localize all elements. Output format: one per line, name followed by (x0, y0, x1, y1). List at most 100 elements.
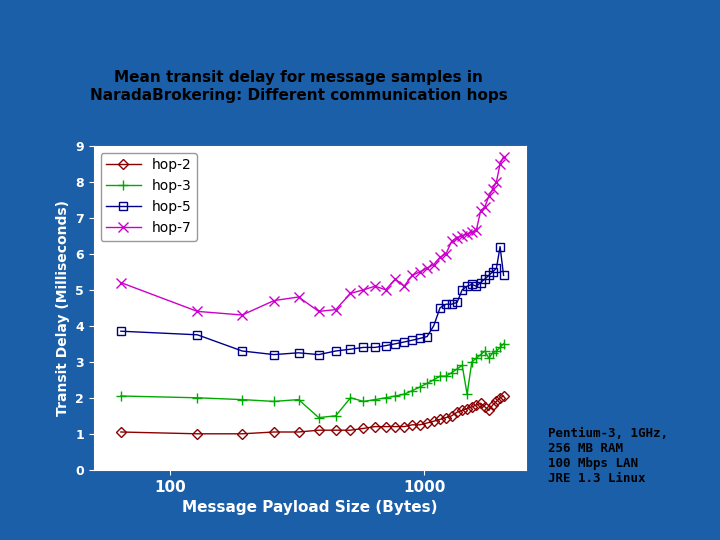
Text: Mean transit delay for message samples in
NaradaBrokering: Different communicati: Mean transit delay for message samples i… (90, 70, 508, 103)
hop-3 (447, 369, 456, 376)
hop-3 (441, 373, 450, 380)
hop-5 (346, 346, 355, 353)
hop-7 (346, 290, 355, 296)
hop-7 (238, 312, 246, 318)
hop-5 (382, 342, 390, 349)
hop-3 (496, 344, 505, 350)
hop-2 (331, 427, 340, 434)
hop-3 (415, 384, 424, 390)
hop-2 (436, 416, 444, 423)
hop-3 (371, 396, 379, 403)
Line: hop-7: hop-7 (116, 152, 508, 320)
hop-2 (453, 409, 462, 415)
hop-5 (371, 344, 379, 350)
Line: hop-5: hop-5 (117, 242, 508, 359)
hop-2 (294, 429, 303, 435)
hop-5 (359, 344, 368, 350)
hop-7 (488, 186, 497, 192)
hop-3 (488, 349, 497, 356)
hop-2 (117, 429, 125, 435)
hop-2 (485, 407, 493, 414)
hop-3 (391, 393, 400, 399)
hop-7 (472, 227, 481, 234)
Y-axis label: Transit Delay (Milliseconds): Transit Delay (Milliseconds) (55, 200, 70, 416)
hop-7 (400, 283, 408, 289)
hop-7 (117, 279, 125, 286)
hop-2 (408, 422, 417, 428)
hop-3 (423, 380, 431, 387)
hop-2 (480, 403, 489, 410)
hop-7 (436, 254, 444, 261)
hop-2 (488, 402, 497, 408)
hop-3 (269, 398, 278, 404)
hop-5 (477, 279, 485, 286)
hop-2 (415, 422, 424, 428)
hop-5 (488, 268, 497, 275)
hop-5 (269, 352, 278, 358)
hop-5 (238, 348, 246, 354)
hop-7 (467, 229, 476, 235)
hop-5 (415, 335, 424, 342)
hop-2 (315, 427, 323, 434)
hop-5 (496, 244, 505, 250)
hop-7 (331, 306, 340, 313)
hop-3 (477, 352, 485, 358)
hop-7 (429, 261, 438, 268)
hop-3 (331, 413, 340, 419)
hop-5 (499, 272, 508, 279)
hop-7 (359, 287, 368, 293)
hop-2 (400, 423, 408, 430)
hop-3 (382, 395, 390, 401)
hop-3 (472, 355, 481, 361)
hop-3 (400, 391, 408, 397)
hop-2 (477, 400, 485, 407)
hop-7 (463, 231, 472, 237)
hop-2 (193, 430, 202, 437)
hop-2 (472, 402, 481, 408)
hop-2 (346, 427, 355, 434)
hop-7 (294, 294, 303, 300)
hop-3 (480, 348, 489, 354)
hop-5 (480, 276, 489, 282)
hop-7 (480, 204, 489, 210)
hop-3 (499, 341, 508, 347)
hop-7 (423, 265, 431, 272)
hop-2 (499, 393, 508, 399)
hop-5 (117, 328, 125, 334)
hop-3 (315, 414, 323, 421)
hop-5 (453, 299, 462, 306)
hop-3 (467, 359, 476, 365)
hop-7 (453, 234, 462, 241)
hop-5 (400, 339, 408, 345)
Line: hop-2: hop-2 (117, 393, 507, 437)
hop-3 (458, 362, 467, 369)
Line: hop-3: hop-3 (116, 339, 508, 422)
hop-7 (193, 308, 202, 315)
hop-5 (472, 283, 481, 289)
hop-2 (269, 429, 278, 435)
Text: Pentium-3, 1GHz,
256 MB RAM
100 Mbps LAN
JRE 1.3 Linux: Pentium-3, 1GHz, 256 MB RAM 100 Mbps LAN… (549, 427, 668, 485)
hop-2 (423, 420, 431, 426)
hop-2 (391, 423, 400, 430)
hop-5 (463, 283, 472, 289)
hop-5 (458, 287, 467, 293)
hop-5 (467, 281, 476, 288)
hop-3 (453, 366, 462, 372)
hop-7 (477, 207, 485, 214)
hop-3 (346, 395, 355, 401)
hop-2 (496, 395, 505, 401)
hop-3 (436, 373, 444, 380)
hop-3 (294, 396, 303, 403)
hop-7 (458, 233, 467, 239)
hop-7 (391, 276, 400, 282)
hop-5 (408, 337, 417, 343)
hop-2 (359, 425, 368, 431)
hop-2 (458, 407, 467, 414)
hop-7 (485, 193, 493, 199)
Legend: hop-2, hop-3, hop-5, hop-7: hop-2, hop-3, hop-5, hop-7 (101, 153, 197, 241)
hop-7 (408, 272, 417, 279)
hop-2 (441, 414, 450, 421)
hop-5 (441, 301, 450, 307)
hop-3 (408, 387, 417, 394)
hop-3 (429, 376, 438, 383)
